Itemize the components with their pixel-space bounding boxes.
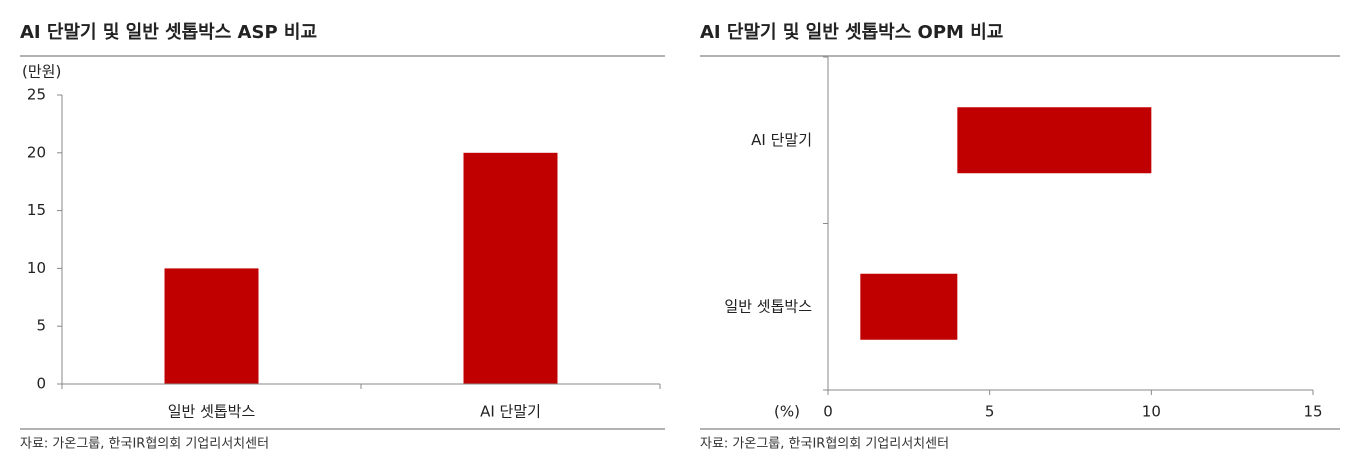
- y-tick-label: 0: [36, 375, 46, 393]
- bar: [164, 268, 259, 384]
- y-tick-label: 일반 셋톱박스: [724, 297, 812, 315]
- range-bar: [957, 107, 1152, 174]
- x-tick-label: 0: [823, 403, 833, 421]
- chart-title: AI 단말기 및 일반 셋톱박스 ASP 비교: [20, 22, 317, 43]
- y-unit: (만원): [22, 63, 61, 81]
- y-tick-label: 20: [27, 143, 46, 161]
- y-tick-label: 10: [27, 259, 46, 277]
- y-tick-label: 5: [36, 317, 46, 335]
- y-tick-label: 15: [27, 201, 46, 219]
- range-bar: [860, 273, 958, 340]
- source: 자료: 가온그룹, 한국IR협의회 기업리서치센터: [20, 437, 269, 452]
- y-tick-label: 25: [27, 86, 46, 104]
- x-tick-label: AI 단말기: [480, 403, 541, 421]
- chart-title: AI 단말기 및 일반 셋톱박스 OPM 비교: [700, 22, 1003, 43]
- source: 자료: 가온그룹, 한국IR협의회 기업리서치센터: [700, 437, 949, 452]
- y-tick-label: AI 단말기: [751, 131, 812, 149]
- bar: [463, 152, 558, 384]
- x-tick-label: 10: [1142, 403, 1161, 421]
- x-tick-label: 5: [985, 403, 995, 421]
- x-tick-label: 15: [1303, 403, 1322, 421]
- x-tick-label: 일반 셋톱박스: [168, 403, 256, 421]
- x-unit: (%): [774, 403, 800, 421]
